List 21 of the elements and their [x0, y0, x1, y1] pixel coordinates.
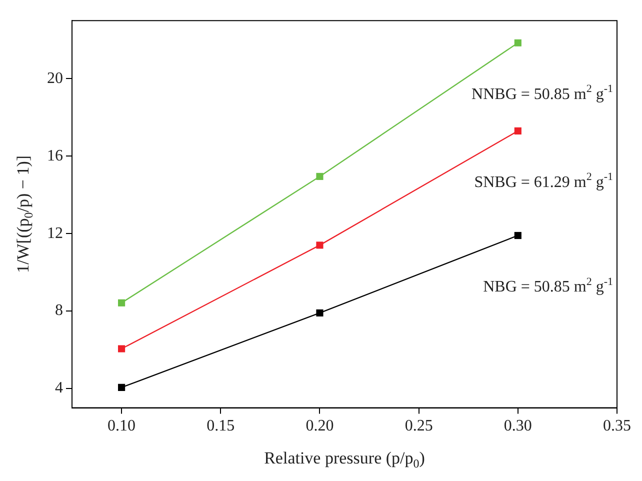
x-tick-label: 0.20 [306, 418, 334, 435]
y-tick-label: 16 [47, 147, 63, 164]
y-tick-label: 20 [47, 70, 63, 87]
x-tick-label: 0.25 [404, 418, 433, 435]
point [514, 39, 522, 46]
x-tick-label: 0.10 [108, 418, 136, 435]
x-tick-label: 0.35 [603, 418, 631, 435]
point [316, 242, 324, 249]
y-tick-label: 12 [47, 224, 63, 242]
point [316, 172, 324, 180]
y-tick-label: 8 [55, 302, 63, 320]
x-tick-label: 0.30 [504, 418, 532, 435]
point [514, 127, 522, 134]
point [118, 345, 126, 352]
point [118, 299, 126, 306]
point [514, 232, 522, 240]
point [118, 384, 126, 392]
point [316, 309, 324, 316]
y-tick-label: 4 [55, 380, 63, 397]
x-tick-label: 0.15 [206, 418, 235, 435]
y-axis-title: 1/W[((p0/p) − 1)] [13, 155, 36, 273]
